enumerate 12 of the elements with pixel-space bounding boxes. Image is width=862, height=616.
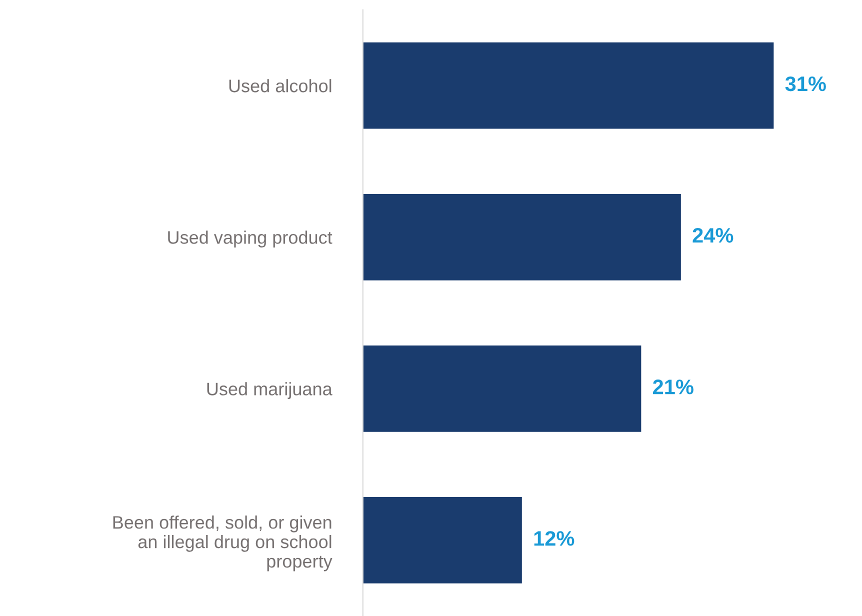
data-label: 12%: [534, 531, 574, 546]
data-label: 24%: [692, 228, 734, 243]
y-tick-label: Used alcohol: [229, 79, 332, 92]
y-tick-label: Used marijuana: [207, 382, 332, 399]
data-label: 31%: [785, 76, 826, 92]
data-label: 21%: [653, 380, 694, 394]
bar: [362, 42, 774, 129]
bar: [362, 194, 681, 280]
y-tick-label: Been offered, sold, or given an illegal drug on school property: [113, 516, 332, 572]
bar: [362, 497, 522, 584]
y-tick-label: Used vaping product: [168, 230, 332, 248]
bar: [362, 346, 642, 432]
